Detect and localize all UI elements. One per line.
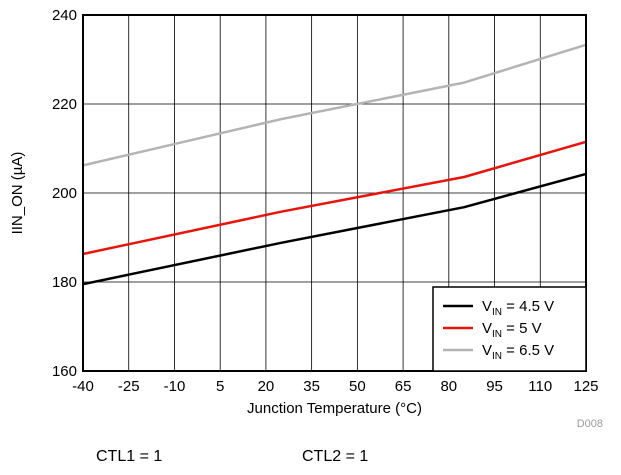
legend-label: VIN = 4.5 V [482, 298, 554, 318]
y-tick-label: 200 [52, 185, 77, 202]
figure-code: D008 [577, 418, 603, 430]
chart: -40 -25 -10 5 20 35 50 65 80 95 110 125 160 180 200 220… [9, 7, 603, 430]
series-lines [82, 43, 587, 286]
x-tick-label: 110 [528, 378, 552, 395]
y-tick-label: 220 [52, 96, 77, 113]
x-tick-label: 35 [303, 378, 320, 395]
series-line [82, 140, 587, 256]
tick-labels: -40 -25 -10 5 20 35 50 65 80 95 110 125 160 180 200 220… [52, 7, 599, 395]
x-tick-label: -10 [164, 378, 186, 395]
x-tick-label: -40 [72, 378, 94, 395]
ctl2-note: CTL2 = 1 [302, 448, 369, 465]
x-tick-label: 50 [349, 378, 366, 395]
legend-label: VIN = 6.5 V [482, 342, 554, 362]
x-axis-label: Junction Temperature (°C) [247, 400, 422, 417]
x-tick-label: -25 [118, 378, 140, 395]
y-tick-label: 160 [52, 363, 77, 380]
y-tick-label: 180 [52, 274, 77, 291]
x-tick-label: 20 [258, 378, 275, 395]
x-tick-label: 125 [573, 378, 598, 395]
x-tick-label: 5 [216, 378, 224, 395]
series-line [82, 172, 587, 286]
legend-label: VIN = 5 V [482, 320, 542, 340]
series-line [82, 43, 587, 167]
y-tick-label: 240 [52, 7, 77, 24]
ctl1-note: CTL1 = 1 [96, 448, 163, 465]
y-axis-label: IIN_ON (µA) [9, 152, 26, 235]
x-tick-label: 95 [486, 378, 503, 395]
x-tick-label: 80 [440, 378, 457, 395]
x-tick-label: 65 [395, 378, 412, 395]
plot-frame [82, 14, 587, 372]
